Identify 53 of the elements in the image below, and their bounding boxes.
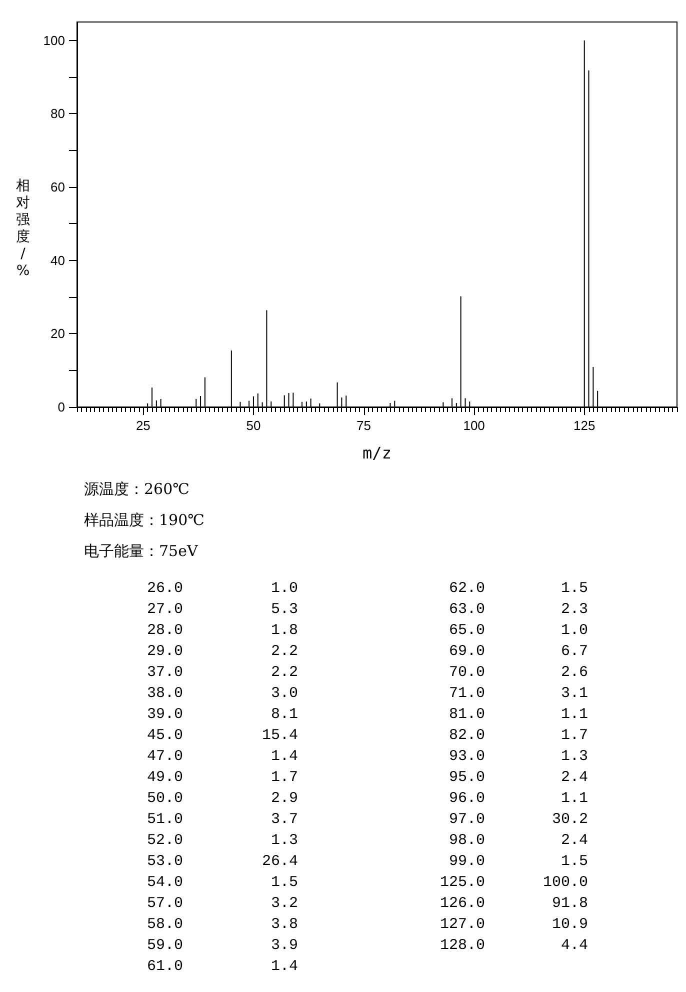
text: 39.0 8.1	[146, 706, 298, 723]
text: 53.0 26.4	[146, 853, 298, 870]
text: 95.0 2.4	[448, 769, 588, 786]
text: 52.0 1.3	[146, 832, 298, 849]
text: 57.0 3.2	[146, 895, 298, 912]
x-axis-title: m/z	[362, 444, 392, 462]
text: 27.0 5.3	[146, 601, 298, 618]
x-tick-label: 100	[463, 418, 485, 433]
text: 47.0 1.4	[146, 748, 298, 765]
text: 29.0 2.2	[146, 643, 298, 660]
text: 62.0 1.5	[448, 580, 588, 597]
text: 38.0 3.0	[146, 685, 298, 702]
text: 28.0 1.8	[146, 622, 298, 639]
text: 98.0 2.4	[448, 832, 588, 849]
text: 99.0 1.5	[448, 853, 588, 870]
text: 源温度：260℃	[84, 479, 190, 500]
y-axis-title: 相对强度/%	[15, 178, 31, 280]
text: 128.0 4.4	[440, 937, 588, 954]
y-tick-label: 80	[50, 106, 65, 122]
text: 49.0 1.7	[146, 769, 298, 786]
y-tick-label: 0	[58, 400, 65, 414]
text: 65.0 1.0	[448, 622, 588, 639]
x-tick-label: 25	[136, 418, 150, 433]
y-tick-label: 100	[43, 32, 65, 48]
text: 50.0 2.9	[146, 790, 298, 807]
y-tick-label: 40	[50, 252, 65, 268]
text: 54.0 1.5	[146, 874, 298, 891]
text: 电子能量：75eV	[84, 541, 199, 562]
text: 59.0 3.9	[146, 937, 298, 954]
text: 97.0 30.2	[448, 811, 588, 828]
text: 93.0 1.3	[448, 748, 588, 765]
text: 51.0 3.7	[146, 811, 298, 828]
text: 71.0 3.1	[448, 685, 588, 702]
text: 82.0 1.7	[448, 727, 588, 744]
x-tick-label: 75	[356, 418, 371, 433]
text: 61.0 1.4	[146, 958, 298, 975]
text: 125.0 100.0	[440, 874, 588, 891]
text: 81.0 1.1	[448, 706, 588, 723]
text: 样品温度：190℃	[84, 510, 204, 531]
y-tick-label: 20	[50, 326, 65, 342]
text: 127.0 10.9	[440, 916, 588, 933]
x-tick-label: 125	[574, 418, 596, 433]
text: 45.0 15.4	[146, 727, 298, 744]
text: 37.0 2.2	[146, 664, 298, 681]
text: 69.0 6.7	[448, 643, 588, 660]
text: 58.0 3.8	[146, 916, 298, 933]
text: 26.0 1.0	[146, 580, 298, 597]
x-tick-label: 50	[246, 418, 261, 433]
text: 70.0 2.6	[448, 664, 588, 681]
text: 96.0 1.1	[448, 790, 588, 807]
y-tick-label: 60	[50, 180, 65, 194]
text: 63.0 2.3	[448, 601, 588, 618]
text: 126.0 91.8	[440, 895, 588, 912]
